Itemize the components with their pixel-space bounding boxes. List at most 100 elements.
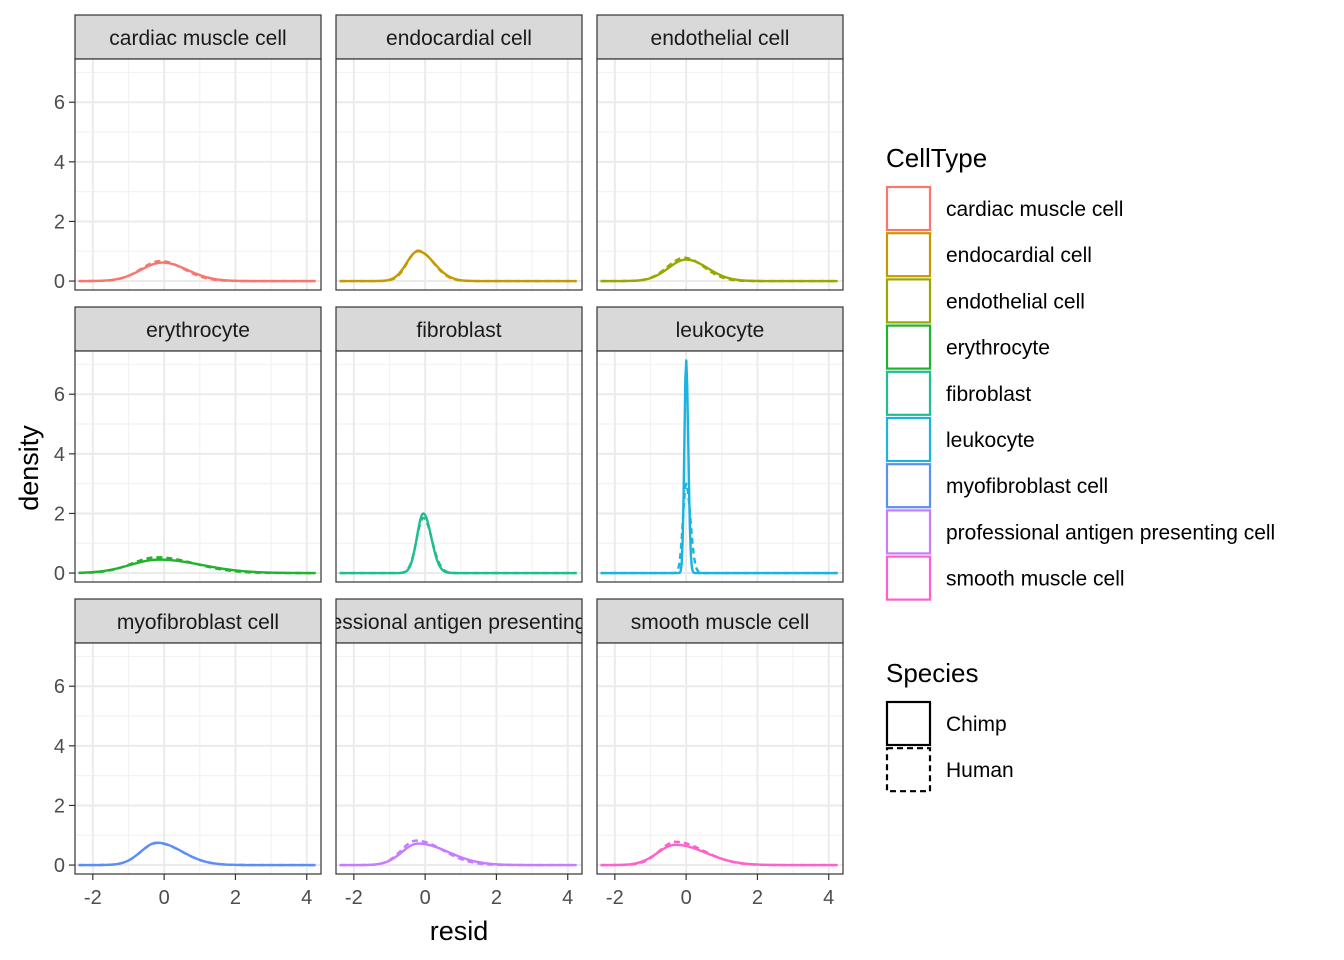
- facet-strip-label: erythrocyte: [146, 319, 250, 342]
- legend-item-smooth-muscle-cell: smooth muscle cell: [885, 555, 1125, 601]
- legend: CellType cardiac muscle cell endocardial c…: [885, 143, 1275, 793]
- y-axis-title: density: [14, 425, 44, 511]
- facet-strip: [596, 598, 844, 644]
- density-line-chimp: [339, 842, 577, 867]
- species-legend: Species Chimp Human: [885, 658, 1014, 793]
- y-tick-label: 2: [54, 503, 65, 525]
- panel-background: [336, 59, 582, 290]
- density-line-human: [78, 556, 316, 575]
- legend-key: [885, 232, 932, 278]
- legend-item-professional-antigen-presenting-cell: professional antigen presenting cell: [885, 509, 1275, 555]
- facet-professional-antigen-presenting-cell: professional antigen presenting cell: [294, 598, 623, 875]
- panel-background: [597, 351, 843, 582]
- y-tick-label: 0: [54, 855, 65, 877]
- x-tick-label: 2: [752, 887, 763, 909]
- y-tick-label: 6: [54, 676, 65, 698]
- gridlines: [75, 643, 321, 874]
- facet-panels: cardiac muscle cell endocardial cell endot…: [74, 14, 844, 875]
- legend-label: endocardial cell: [946, 244, 1092, 267]
- facet-strip-label: myofibroblast cell: [117, 611, 279, 634]
- facet-strip-label: cardiac muscle cell: [109, 27, 286, 50]
- legend-title: Species: [886, 658, 979, 688]
- y-tick-label: 6: [54, 92, 65, 114]
- legend-key: [885, 185, 932, 232]
- density-line-human: [78, 259, 316, 283]
- gridlines: [75, 59, 321, 290]
- legend-key: [885, 416, 932, 463]
- legend-item-myofibroblast-cell: myofibroblast cell: [885, 463, 1108, 509]
- x-tick-label: -2: [345, 887, 363, 909]
- gridlines: [597, 643, 843, 874]
- legend-item-cardiac-muscle-cell: cardiac muscle cell: [885, 185, 1123, 232]
- facet-strip: [596, 14, 844, 60]
- legend-item-fibroblast: fibroblast: [885, 370, 1031, 416]
- panel-background: [75, 643, 321, 874]
- gridlines: [336, 643, 582, 874]
- legend-label: myofibroblast cell: [946, 475, 1108, 498]
- panel-border: [74, 642, 322, 875]
- legend-key: [885, 700, 932, 747]
- x-tick-label: 4: [823, 887, 834, 909]
- legend-label: erythrocyte: [946, 337, 1050, 360]
- facet-strip: [335, 306, 583, 352]
- facet-strip: [335, 14, 583, 60]
- legend-label: leukocyte: [946, 429, 1035, 452]
- density-line-human: [339, 839, 577, 867]
- density-line-chimp: [600, 258, 838, 283]
- y-tick-label: 0: [54, 563, 65, 585]
- panel-border: [74, 58, 322, 291]
- x-tick-label: 0: [420, 887, 431, 909]
- density-line-chimp: [78, 841, 316, 867]
- y-tick-label: 2: [54, 795, 65, 817]
- legend-key: [885, 463, 932, 509]
- facet-myofibroblast-cell: myofibroblast cell: [74, 598, 322, 875]
- legend-key: [885, 278, 932, 324]
- x-tick-label: -2: [84, 887, 102, 909]
- y-tick-label: 0: [54, 271, 65, 293]
- panel-border: [335, 642, 583, 875]
- facet-strip-label: fibroblast: [416, 319, 501, 342]
- facet-erythrocyte: erythrocyte: [74, 306, 322, 583]
- legend-label: fibroblast: [946, 383, 1031, 406]
- y-tick-label: 4: [54, 444, 65, 466]
- legend-key: [885, 509, 932, 555]
- panel-border: [335, 350, 583, 583]
- facet-strip: [335, 598, 583, 644]
- legend-key: [885, 555, 932, 601]
- legend-item-leukocyte: leukocyte: [885, 416, 1035, 463]
- legend-label: smooth muscle cell: [946, 568, 1125, 591]
- facet-endocardial-cell: endocardial cell: [335, 14, 583, 291]
- panel-border: [74, 350, 322, 583]
- facet-strip: [74, 598, 322, 644]
- legend-label: cardiac muscle cell: [946, 198, 1123, 221]
- legend-key: [885, 370, 932, 416]
- facet-leukocyte: leukocyte: [596, 306, 844, 583]
- x-tick-label: -2: [606, 887, 624, 909]
- panel-background: [597, 643, 843, 874]
- x-axis-title: resid: [430, 916, 489, 946]
- legend-key: [885, 324, 932, 370]
- facet-strip: [74, 14, 322, 60]
- panel-background: [336, 643, 582, 874]
- legend-item-endocardial-cell: endocardial cell: [885, 232, 1092, 278]
- facet-strip-label: smooth muscle cell: [631, 611, 810, 634]
- density-line-human: [339, 249, 577, 283]
- facet-strip-label: professional antigen presenting cell: [294, 611, 623, 634]
- panel-border: [596, 58, 844, 291]
- facet-smooth-muscle-cell: smooth muscle cell: [596, 598, 844, 875]
- facet-fibroblast: fibroblast: [335, 306, 583, 583]
- legend-label: Chimp: [946, 713, 1007, 736]
- celltype-legend: CellType cardiac muscle cell endocardial c…: [885, 143, 1275, 601]
- panel-background: [75, 59, 321, 290]
- panel-background: [75, 351, 321, 582]
- axes: 0 2 4 6 0 2 4 6 0 2 4 6 -2 0 2 4 -2 0 2 4 -2 0 2 4: [54, 92, 834, 909]
- facet-strip-label: endocardial cell: [386, 27, 532, 50]
- density-line-human: [600, 482, 838, 575]
- legend-item-erythrocyte: erythrocyte: [885, 324, 1050, 370]
- x-tick-label: 4: [562, 887, 573, 909]
- legend-item-human: Human: [885, 747, 1014, 793]
- legend-label: endothelial cell: [946, 290, 1085, 313]
- x-tick-label: 4: [301, 887, 312, 909]
- x-tick-label: 2: [230, 887, 241, 909]
